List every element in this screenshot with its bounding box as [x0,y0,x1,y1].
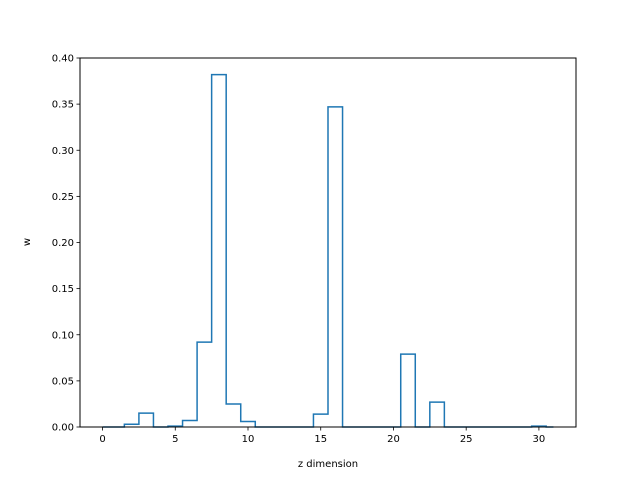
y-tick-label: 0.20 [52,238,74,249]
x-tick-label: 25 [460,434,473,445]
x-tick-label: 0 [99,434,105,445]
y-tick-label: 0.30 [52,146,74,157]
y-axis-ticks: 0.00 0.05 0.10 0.15 0.20 0.25 0.30 0.35 0.40 [52,54,80,434]
x-tick-label: 30 [533,434,546,445]
x-tick-label: 15 [314,434,327,445]
x-tick-label: 5 [172,434,178,445]
y-tick-label: 0.25 [52,192,74,203]
y-tick-label: 0.40 [52,54,74,65]
x-axis-ticks: 0 5 10 15 20 25 30 [99,427,545,445]
x-tick-label: 20 [387,434,400,445]
y-tick-label: 0.00 [52,423,74,434]
x-tick-label: 10 [242,434,255,445]
y-tick-label: 0.10 [52,330,74,341]
y-tick-label: 0.35 [52,100,74,111]
y-axis-label: w [22,238,33,246]
y-tick-label: 0.15 [52,284,74,295]
axes-frame [79,57,577,428]
x-axis-label: z dimension [298,459,358,470]
y-tick-label: 0.05 [52,376,74,387]
